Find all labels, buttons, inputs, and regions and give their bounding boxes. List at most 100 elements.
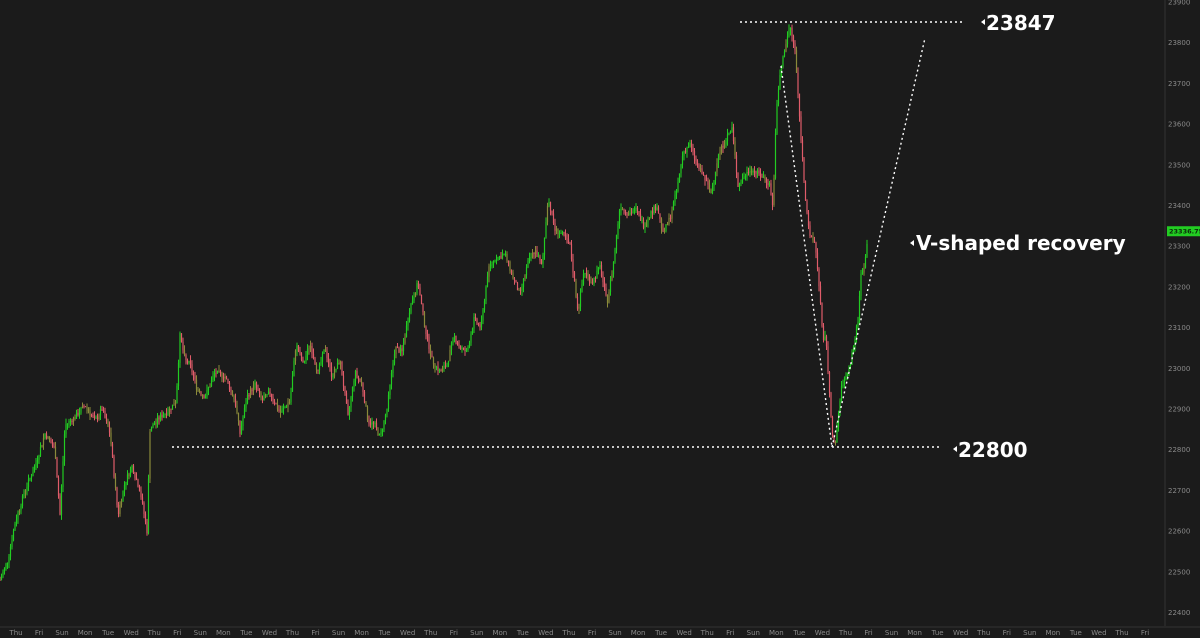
candle-body — [471, 328, 474, 335]
candle-body — [435, 366, 438, 368]
candle-body — [716, 163, 718, 172]
candle-body — [420, 295, 423, 304]
candle-body — [551, 210, 553, 214]
candle-body — [852, 346, 855, 354]
candle-body — [557, 228, 559, 234]
candle-body — [225, 376, 228, 379]
candle-body — [726, 134, 729, 141]
candle-body — [264, 394, 267, 398]
candle-body — [246, 395, 249, 404]
candle-body — [566, 238, 568, 240]
candle-body — [606, 295, 609, 303]
candle-body — [269, 391, 271, 394]
candle-body — [167, 412, 169, 415]
candle-body — [848, 366, 850, 373]
candle-body — [284, 406, 286, 408]
candle-body — [96, 417, 99, 419]
candle-body — [371, 422, 373, 425]
candle-body — [669, 217, 672, 219]
candle-body — [134, 473, 136, 478]
candle-body — [29, 477, 31, 480]
candle-body — [323, 349, 325, 354]
candle-body — [479, 324, 481, 328]
day-tick-label: Thu — [285, 629, 299, 637]
candle-body — [543, 237, 546, 255]
day-tick-label: Mon — [769, 629, 784, 637]
candle-body — [746, 172, 748, 177]
candle-body — [224, 376, 226, 378]
candle-body — [143, 502, 145, 514]
candle-body — [177, 362, 180, 386]
candle-body — [305, 355, 307, 361]
candle-body — [168, 408, 171, 413]
candle-body — [549, 202, 552, 211]
candle-body — [765, 179, 768, 183]
candle-body — [426, 334, 429, 337]
candle-body — [677, 181, 679, 192]
day-tick-label: Wed — [538, 629, 553, 637]
price-tick-label: 22800 — [1168, 446, 1190, 454]
candle-body — [368, 420, 370, 424]
candle-body — [81, 405, 84, 408]
candle-body — [825, 336, 828, 347]
price-tick-label: 23900 — [1168, 0, 1190, 7]
candle-body — [705, 180, 708, 182]
candle-body — [102, 410, 105, 412]
day-tick-label: Tue — [378, 629, 391, 637]
candle-body — [287, 403, 289, 407]
candle-body — [20, 506, 22, 511]
candle-body — [483, 301, 486, 310]
candle-body — [494, 260, 496, 262]
candle-body — [504, 253, 507, 255]
candle-body — [453, 335, 456, 338]
candle-body — [555, 228, 558, 231]
day-tick-label: Thu — [1114, 629, 1128, 637]
candle-body — [399, 348, 402, 353]
candle-body — [531, 253, 534, 258]
candle-body — [411, 300, 414, 304]
candle-body — [782, 56, 784, 67]
candle-body — [207, 387, 210, 390]
candle-body — [111, 443, 114, 457]
candle-body — [344, 386, 346, 394]
candle-body — [347, 403, 349, 415]
candle-body — [527, 260, 529, 268]
candle-body — [459, 346, 462, 350]
candle-body — [174, 403, 177, 405]
candle-body — [680, 164, 682, 174]
low-label: 22800 — [958, 438, 1028, 462]
candle-body — [470, 334, 472, 343]
candle-body — [278, 409, 280, 412]
candle-body — [810, 235, 813, 237]
candle-body — [78, 412, 81, 416]
candle-body — [266, 394, 268, 396]
candle-body — [594, 277, 597, 279]
candle-body — [593, 277, 595, 284]
candle-body — [707, 180, 709, 185]
candle-body — [449, 349, 451, 361]
candle-body — [657, 207, 660, 214]
candle-body — [839, 400, 841, 414]
candle-body — [732, 127, 735, 142]
candle-body — [192, 372, 195, 377]
candle-body — [101, 409, 103, 411]
day-tick-label: Wed — [677, 629, 692, 637]
candle-body — [206, 389, 208, 397]
candle-body — [864, 256, 867, 268]
candle-body — [827, 346, 829, 372]
candle-body — [719, 152, 721, 155]
candle-body — [315, 364, 318, 370]
candle-body — [404, 337, 406, 344]
candle-body — [581, 284, 583, 292]
candle-body — [452, 337, 454, 344]
candle-body — [383, 420, 385, 430]
candle-body — [845, 376, 847, 378]
candle-body — [785, 44, 787, 52]
candle-body — [693, 151, 696, 159]
candle-body — [605, 287, 607, 296]
day-tick-label: Mon — [216, 629, 231, 637]
candle-body — [569, 243, 571, 245]
day-tick-label: Sun — [194, 629, 207, 637]
candle-body — [312, 353, 315, 359]
candle-body — [254, 382, 256, 386]
